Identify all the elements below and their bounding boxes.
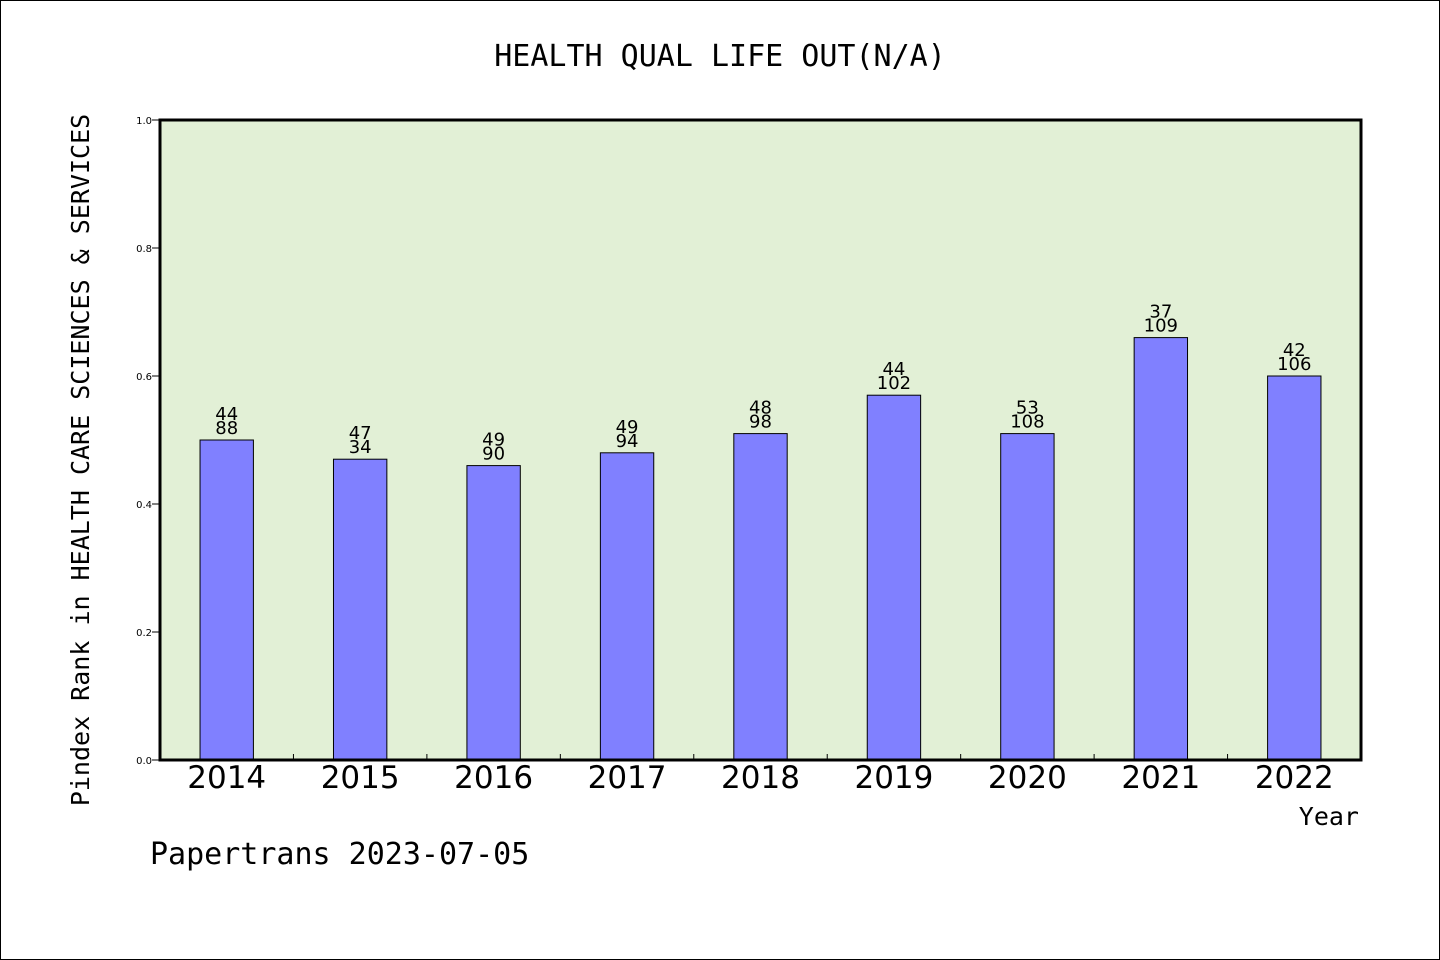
bar-2016 [466,465,521,761]
bar-2021 [1133,337,1189,761]
bar-2014 [199,439,254,761]
chart-title: HEALTH QUAL LIFE OUT(N/A) [494,39,946,74]
data-label-bottom: 109 [1144,316,1178,337]
x-tick-label: 2018 [721,760,800,796]
y-tick-label: 0.8 [136,244,152,255]
data-label-bottom: 90 [482,444,505,465]
data-label-bottom: 34 [349,437,372,458]
footer-credit: Papertrans 2023-07-05 [150,837,529,872]
y-tick-label: 0.6 [136,372,152,383]
data-label-top: 37 [1149,302,1172,323]
data-label-top: 47 [349,423,372,444]
y-axis-label: Pindex Rank in HEALTH CARE SCIENCES & SE… [66,114,95,806]
y-tick-label: 0.4 [136,500,152,511]
x-tick-label: 2019 [854,760,933,796]
data-label-bottom: 102 [877,373,911,394]
x-tick-label: 2021 [1121,760,1200,796]
x-axis-label: Year [1299,802,1359,831]
x-tick-label: 2020 [988,760,1067,796]
data-label-bottom: 108 [1010,412,1044,433]
data-label-top: 42 [1283,340,1306,361]
y-tick-label: 1.0 [136,116,152,127]
x-tick-label: 2022 [1255,760,1334,796]
bar-2015 [332,458,388,761]
bar-2017 [599,452,655,761]
x-axis-ticks: 2014 2015 2016 2017 2018 2019 2020 2021 2022 [187,754,1334,796]
data-label-bottom: 94 [616,431,639,452]
y-tick-label: 0.0 [136,756,152,767]
data-label-top: 48 [749,398,772,419]
data-label-top: 44 [882,359,905,380]
plot-border [158,118,1363,762]
x-tick-label: 2014 [187,760,266,796]
bar-2019 [866,394,922,761]
bar-2020 [1000,433,1055,761]
data-label-top: 49 [616,417,639,438]
x-tick-label: 2016 [454,760,533,796]
bars [199,337,1322,761]
data-label-bottom: 98 [749,412,772,433]
data-label-top: 53 [1016,398,1039,419]
x-tick-label: 2017 [588,760,667,796]
y-axis-ticks: 0.0 0.2 0.4 0.6 0.8 1.0 [136,116,160,767]
data-label-top: 44 [215,404,238,425]
bar-2018 [733,433,788,761]
data-label-bottom: 106 [1277,354,1311,375]
data-label-bottom: 88 [215,418,238,439]
data-label-top: 49 [482,430,505,451]
bar-2022 [1267,375,1322,761]
y-tick-label: 0.2 [136,628,152,639]
x-tick-label: 2015 [321,760,400,796]
